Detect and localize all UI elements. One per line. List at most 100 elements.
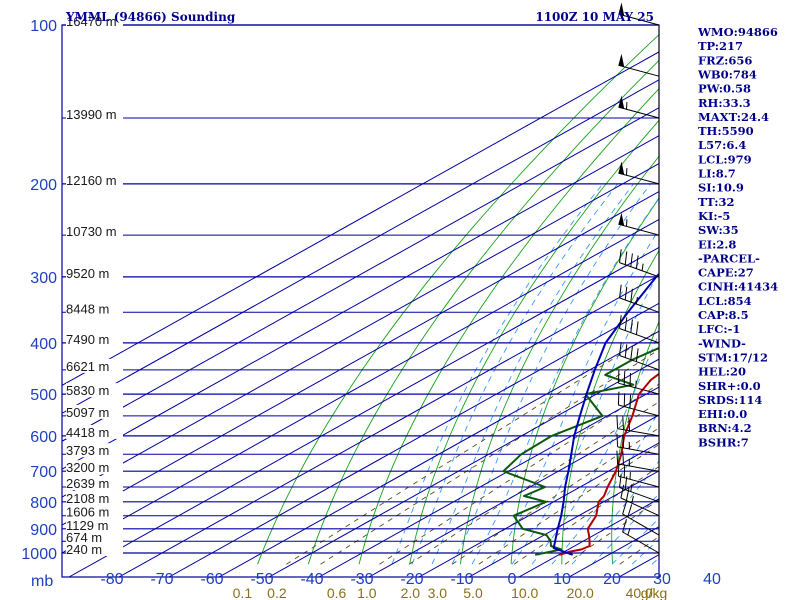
wind-barb	[617, 369, 660, 395]
height-label-bg	[66, 443, 123, 458]
moist-adiabat-line	[451, 183, 651, 565]
mixing-ratio-tick-label: 3.0	[428, 585, 448, 600]
wind-barb	[620, 484, 660, 517]
wind-barb-staff	[620, 497, 660, 517]
wind-barb-feather	[630, 288, 633, 303]
index-entry: SW:35	[698, 223, 739, 237]
temperature-profile-line	[559, 372, 659, 556]
height-label: 674 m	[66, 530, 102, 545]
isotherm-line	[268, 358, 659, 577]
mixing-ratio-line	[379, 383, 659, 565]
wind-barb-feather	[635, 255, 639, 269]
wind-barb-feather	[635, 321, 639, 335]
moist-adiabat-line	[391, 183, 604, 565]
wind-barb-staff	[622, 531, 660, 554]
height-label-bg	[66, 404, 123, 419]
wind-barb	[622, 501, 660, 536]
wind-barb	[618, 2, 660, 26]
wind-barb-feather	[619, 315, 622, 329]
index-entry: EHI:0.0	[698, 407, 747, 421]
wind-barb-staff	[619, 355, 660, 371]
moist-adiabat-line	[611, 517, 659, 565]
pressure-unit-label: mb	[31, 573, 53, 590]
index-entry: -WIND-	[698, 336, 746, 350]
wind-barb-staff	[618, 475, 660, 488]
mixing-ratio-tick-label: 2.0	[401, 585, 421, 600]
wind-barb-feather	[624, 344, 628, 358]
index-entry: BRN:4.2	[698, 421, 752, 435]
index-entry: TH:5590	[698, 124, 754, 138]
temperature-tick-label: -50	[250, 571, 273, 588]
mixing-ratio-tick-label: 0.6	[327, 585, 347, 600]
moist-adiabat-line	[411, 183, 619, 565]
wind-barb-feather	[624, 251, 628, 265]
dry-adiabat-line	[561, 249, 659, 565]
wind-barb-feather	[630, 253, 633, 267]
wind-barb-feather	[619, 284, 622, 298]
wind-barb-staff	[618, 223, 660, 236]
moist-adiabat-line	[551, 409, 659, 565]
height-label-bg	[66, 14, 123, 28]
height-label-bg	[66, 301, 123, 316]
wind-barb-feather	[622, 519, 627, 533]
index-entry: HEL:20	[698, 365, 746, 379]
height-label-bg	[66, 517, 123, 532]
height-label-bg	[66, 476, 123, 490]
height-label: 1606 m	[66, 505, 109, 520]
wind-barb-staff	[618, 382, 660, 395]
wind-barb-staff	[617, 428, 660, 437]
temperature-tick-label: -40	[300, 571, 323, 588]
index-entry: MAXT:24.4	[698, 110, 769, 124]
wind-barb-feather	[616, 415, 619, 429]
height-label-bg	[66, 530, 123, 545]
mixing-ratio-line	[451, 427, 659, 565]
wind-barb-staff	[618, 13, 660, 26]
index-entry: LCL:854	[698, 294, 752, 308]
wind-barb	[622, 519, 660, 554]
wind-barb-feather	[616, 433, 619, 447]
index-entry: TP:217	[698, 39, 743, 53]
isotherm-line	[62, 79, 659, 414]
wind-barb-feather	[629, 394, 631, 409]
wind-barb-flag	[618, 212, 625, 226]
moist-adiabat-line	[431, 183, 634, 565]
index-entry: KI:-5	[698, 209, 730, 223]
isotherm-line	[368, 414, 659, 577]
index-entry: RH:33.3	[698, 96, 751, 110]
index-entry: WMO:94866	[697, 25, 778, 39]
wind-barb-flag	[618, 53, 625, 67]
wind-barb	[618, 212, 660, 236]
temperature-tick-label: -30	[350, 571, 373, 588]
index-entry: BSHR:7	[698, 435, 749, 449]
dry-adiabat-line	[409, 119, 659, 565]
isotherm-line	[62, 135, 659, 470]
mixing-ratio-axis: 0.1 0.2 0.6 1.0 2.0 3.0 5.0 10.0 20.0 40.0g/kg	[233, 585, 668, 600]
index-entry: LCL:979	[698, 152, 752, 166]
height-label-bg	[66, 504, 123, 519]
pressure-tick-label: 300	[30, 270, 57, 287]
dewpoint-profile-line	[502, 346, 659, 556]
wind-barb-staff	[618, 404, 660, 417]
wind-barb-staff	[617, 446, 660, 455]
mixing-ratio-tick-label: 40.0	[626, 585, 653, 600]
isotherm-line	[218, 330, 659, 577]
height-label-bg	[66, 542, 123, 556]
height-label: 6621 m	[66, 359, 109, 374]
pressure-tick-label: 800	[30, 495, 57, 512]
index-entry: STM:17/12	[698, 350, 768, 364]
wind-barb	[617, 462, 660, 488]
temperature-tick-label: 30	[653, 571, 671, 588]
wind-barb-staff	[618, 172, 660, 185]
wind-barb-feather	[623, 371, 626, 385]
wind-barb-staff	[619, 487, 660, 503]
isotherm-line	[68, 246, 659, 577]
height-label-bg	[66, 358, 123, 373]
pressure-tick-label: 200	[30, 177, 57, 194]
height-label: 2639 m	[66, 476, 109, 491]
wind-barb-staff	[619, 328, 660, 344]
temperature-tick-label: 10	[553, 571, 571, 588]
height-label-bg	[66, 460, 123, 475]
height-label: 2108 m	[66, 491, 109, 506]
mixing-ratio-tick-label: 5.0	[463, 585, 483, 600]
wind-barb-half-feather	[635, 296, 638, 305]
